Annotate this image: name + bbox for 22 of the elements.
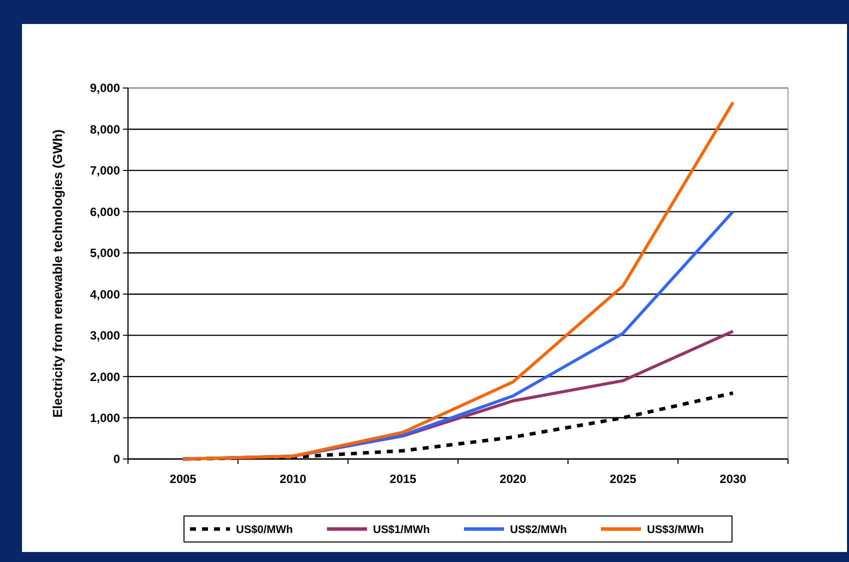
- y-tick-label: 0: [113, 452, 120, 466]
- y-tick-label: 8,000: [90, 122, 120, 136]
- legend-label: US$1/MWh: [373, 524, 430, 536]
- x-tick-label: 2015: [390, 472, 417, 486]
- y-tick-label: 2,000: [90, 370, 120, 384]
- x-tick-label: 2005: [170, 472, 197, 486]
- legend-label: US$2/MWh: [510, 524, 568, 536]
- y-tick-label: 4,000: [90, 287, 120, 302]
- y-axis-title: Electricity from renewable technologies (GWh): [50, 129, 65, 418]
- x-tick-label: 2025: [610, 472, 637, 486]
- line-series: [182, 100, 734, 460]
- y-tick-label: 5,000: [90, 246, 120, 260]
- y-tick-label: 6,000: [90, 204, 120, 219]
- legend-label: US$0/MWh: [236, 524, 294, 536]
- y-tick-label: 1,000: [90, 410, 120, 425]
- x-tick-label: 2020: [500, 472, 527, 486]
- y-tick-label: 9,000: [90, 81, 120, 96]
- y-tick-label: 7,000: [90, 164, 120, 178]
- legend-label: US$3/MWh: [647, 524, 704, 536]
- x-tick-label: 2030: [720, 472, 747, 486]
- y-tick-label: 3,000: [90, 328, 120, 343]
- x-tick-label: 2010: [280, 472, 307, 486]
